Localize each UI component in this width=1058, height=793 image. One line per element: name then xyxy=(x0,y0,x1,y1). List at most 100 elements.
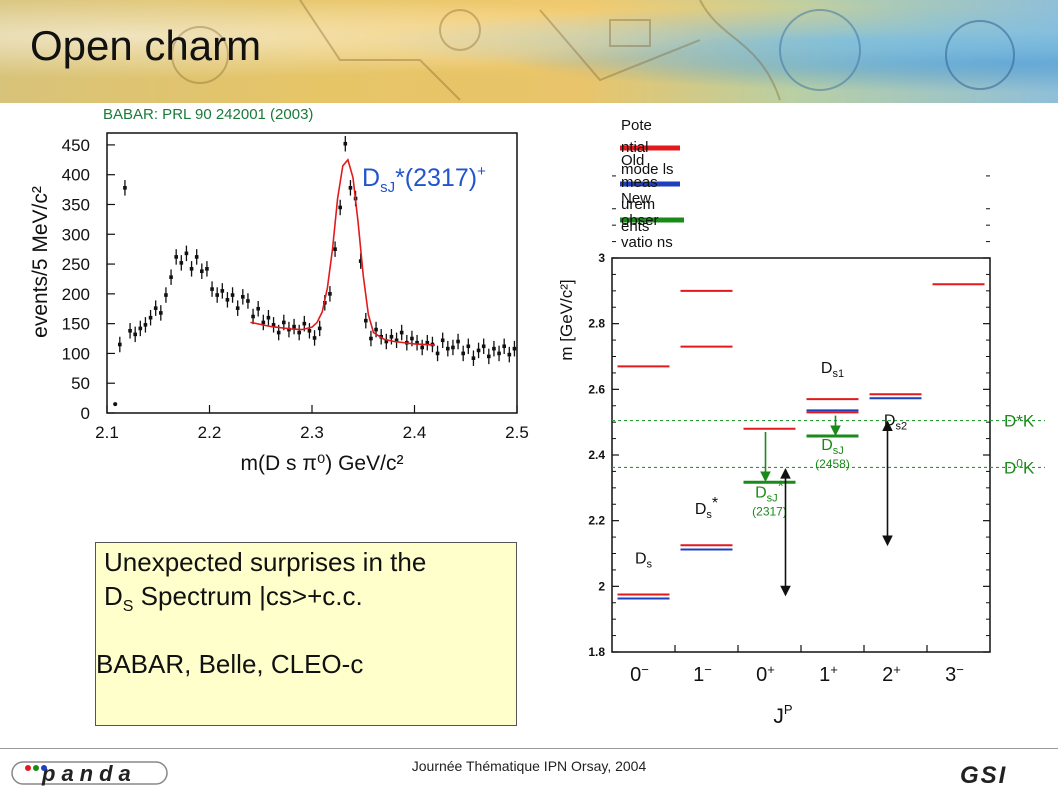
data-point xyxy=(476,342,481,359)
data-point xyxy=(317,320,322,337)
data-point xyxy=(113,402,118,407)
data-point xyxy=(384,333,389,350)
data-point xyxy=(261,314,266,331)
data-point xyxy=(446,340,450,357)
data-point xyxy=(415,334,419,351)
level-frame xyxy=(611,257,991,653)
data-point xyxy=(389,329,394,345)
state-label: Ds xyxy=(635,550,653,570)
histogram-ytick-label: 400 xyxy=(62,166,90,185)
legend-label-old: Old meas urem ents xyxy=(621,152,658,235)
data-point xyxy=(502,338,506,355)
level-xtick-label: 2+ xyxy=(882,662,901,686)
threshold-label: D*K xyxy=(1004,412,1035,431)
data-point xyxy=(230,287,235,303)
histogram-xtick-label: 2.5 xyxy=(505,423,529,442)
level-xtick-label: 1+ xyxy=(819,662,838,686)
data-point xyxy=(169,269,173,285)
data-point xyxy=(369,330,373,347)
data-point xyxy=(128,323,132,339)
data-point xyxy=(153,300,158,316)
level-arrow xyxy=(780,467,791,597)
state-label: Ds2 xyxy=(884,412,907,432)
data-point xyxy=(440,332,445,349)
level-xtick-label: 1− xyxy=(693,662,712,686)
histogram-ytick-label: 300 xyxy=(62,225,90,244)
data-point xyxy=(215,287,219,303)
data-point xyxy=(225,292,230,308)
histogram-ytick-label: 350 xyxy=(62,195,90,214)
data-point xyxy=(292,318,296,335)
data-point xyxy=(461,345,465,362)
data-point xyxy=(271,317,276,333)
summary-line-1: Unexpected surprises in the xyxy=(104,547,427,577)
data-point xyxy=(159,305,163,321)
data-point xyxy=(189,261,194,277)
data-point xyxy=(174,249,178,265)
data-point xyxy=(307,323,312,339)
level-ytick-label: 2.6 xyxy=(588,382,605,396)
data-point xyxy=(333,241,337,257)
data-point xyxy=(205,261,209,277)
data-point xyxy=(507,346,512,363)
data-point xyxy=(312,330,317,346)
data-point xyxy=(210,281,214,297)
data-point xyxy=(348,180,353,196)
data-point xyxy=(297,324,301,341)
fit-curve xyxy=(250,158,436,346)
data-point xyxy=(256,301,260,317)
histogram-ytick-label: 100 xyxy=(62,344,90,363)
state-label: DsJ xyxy=(821,437,844,457)
data-point xyxy=(394,332,399,349)
banner-decoration xyxy=(171,0,1015,101)
data-point xyxy=(466,338,471,355)
level-xtick-label: 0− xyxy=(630,662,649,686)
data-point xyxy=(251,308,255,325)
data-point xyxy=(184,245,189,262)
data-point xyxy=(287,321,291,338)
level-ytick-label: 1.8 xyxy=(588,645,605,659)
summary-box: Unexpected surprises in the DS Spectrum … xyxy=(95,542,517,726)
level-ytick-label: 2.2 xyxy=(588,514,605,528)
data-point xyxy=(451,339,455,356)
data-point xyxy=(399,324,404,341)
data-point xyxy=(328,286,332,302)
level-xlabel: JP xyxy=(773,702,792,728)
data-point xyxy=(512,340,517,357)
data-point xyxy=(148,309,153,326)
data-point xyxy=(435,345,440,362)
summary-line-3: BABAR, Belle, CLEO-c xyxy=(96,649,364,679)
data-point xyxy=(164,287,168,303)
histogram-ytick-label: 150 xyxy=(62,315,90,334)
data-point xyxy=(246,293,250,309)
data-point xyxy=(266,309,271,326)
level-ytick-label: 2.4 xyxy=(588,448,605,462)
histogram-ytick-label: 0 xyxy=(81,404,90,423)
data-point xyxy=(220,283,225,299)
footer-divider xyxy=(0,748,1058,749)
state-note: (2317) xyxy=(752,505,787,519)
data-point xyxy=(118,336,122,353)
slide-title: Open charm xyxy=(30,22,262,69)
data-point xyxy=(338,199,342,216)
legend-label-potential: Pote ntial mode ls xyxy=(621,117,674,178)
babar-reference: BABAR: PRL 90 242001 (2003) xyxy=(103,106,314,123)
data-point xyxy=(497,345,501,362)
histogram-xtick-label: 2.3 xyxy=(300,423,324,442)
histogram-ylabel: events/5 MeV/c² xyxy=(29,186,52,338)
histogram-xtick-label: 2.2 xyxy=(198,423,222,442)
histogram-ytick-label: 250 xyxy=(62,255,90,274)
data-point xyxy=(425,334,430,351)
data-point xyxy=(343,135,348,152)
histogram-xtick-label: 2.4 xyxy=(403,423,427,442)
data-point xyxy=(492,340,496,357)
state-label: Ds1 xyxy=(821,360,844,380)
data-point xyxy=(194,249,199,265)
data-point xyxy=(179,255,184,271)
histogram-xtick-label: 2.1 xyxy=(95,423,119,442)
level-ytick-label: 3 xyxy=(598,251,605,265)
peak-label: DsJ*(2317)+ xyxy=(362,163,486,196)
data-point xyxy=(481,338,486,355)
data-point xyxy=(241,289,245,305)
